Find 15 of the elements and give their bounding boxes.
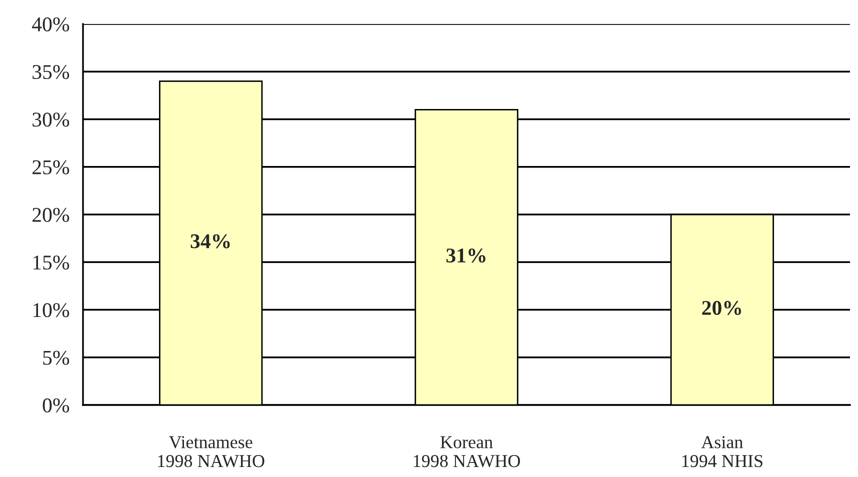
- y-tick-label: 10%: [33, 303, 70, 318]
- y-tick-label: 5%: [43, 350, 70, 365]
- data-label: 20%: [702, 300, 742, 316]
- y-tick-label: 25%: [32, 160, 70, 174]
- y-tick-label: 40%: [32, 17, 70, 32]
- y-tick-label: 15%: [33, 256, 70, 270]
- y-tick-label: 20%: [32, 208, 70, 222]
- data-label: 34%: [190, 234, 230, 248]
- x-tick-label: Asian 1994 NHIS: [682, 436, 762, 468]
- y-tick-label: 30%: [32, 112, 70, 127]
- x-tick-label: Korean 1998 NAWHO: [414, 436, 520, 468]
- x-tick-label: Vietnamese 1998 NAWHO: [158, 436, 264, 468]
- y-tick-label: 35%: [32, 65, 70, 80]
- y-tick-label: 0%: [42, 398, 70, 412]
- data-label: 31%: [446, 248, 486, 263]
